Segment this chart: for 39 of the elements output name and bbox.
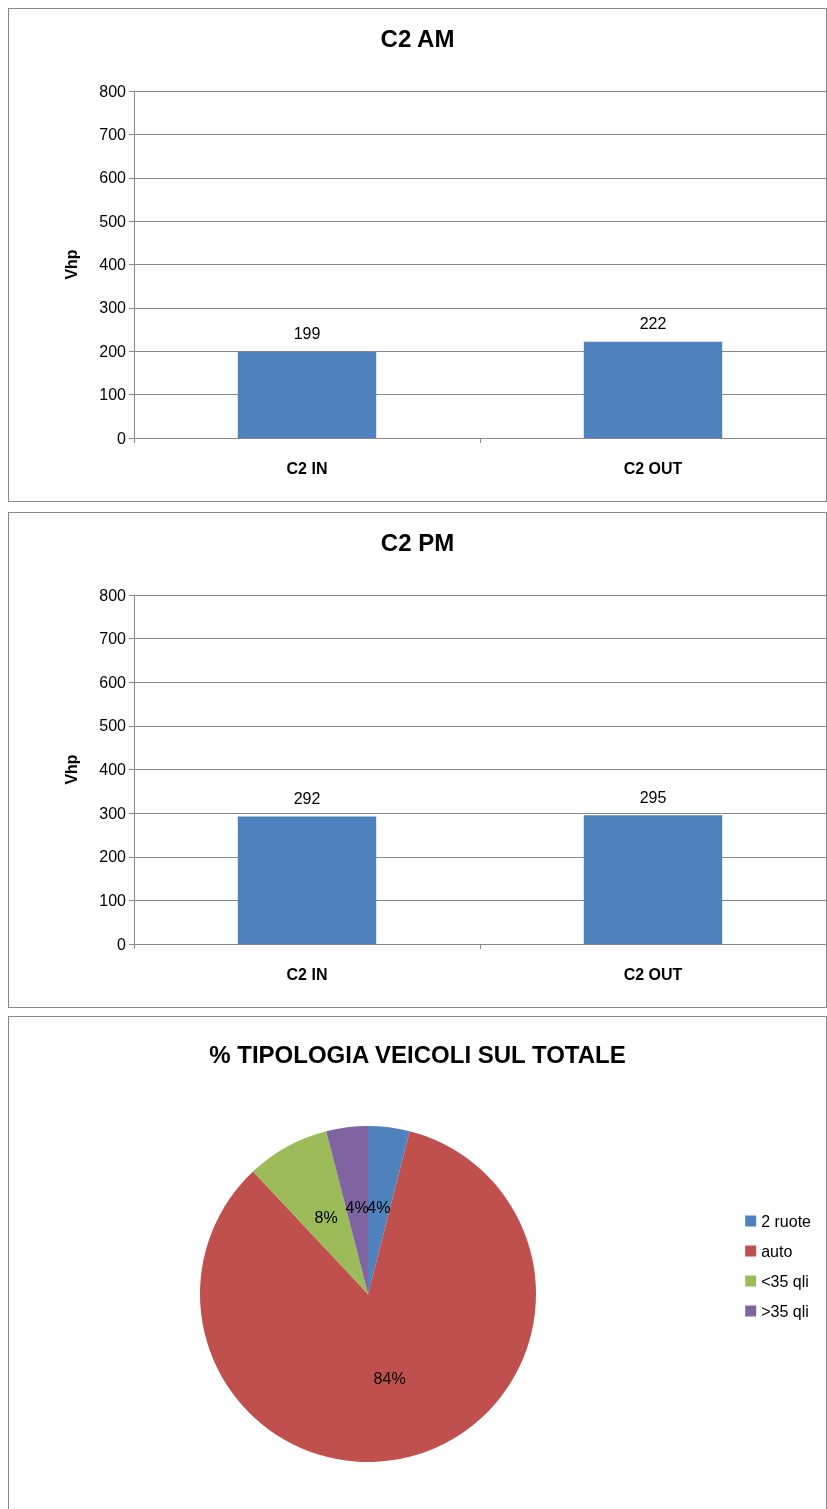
legend-label: <35 qli	[761, 1272, 809, 1290]
y-tick-label: 300	[99, 299, 127, 317]
y-axis-title: Vhp	[62, 754, 80, 785]
data-label: 292	[293, 790, 321, 808]
chart-title: C2 PM	[380, 528, 455, 556]
y-tick-label: 200	[99, 342, 127, 360]
y-tick-label: 200	[99, 848, 127, 866]
chart-title: C2 AM	[380, 24, 455, 52]
y-tick-label: 600	[99, 169, 127, 187]
y-tick-label: 600	[99, 673, 127, 691]
y-tick-label: 700	[99, 630, 127, 648]
y-tick-label: 0	[117, 429, 127, 447]
y-tick-label: 500	[99, 717, 127, 735]
y-tick-label: 100	[99, 386, 127, 404]
y-tick-label: 0	[117, 935, 127, 953]
legend-label: auto	[761, 1242, 793, 1260]
data-label: 4%	[345, 1199, 369, 1217]
y-tick-label: 300	[99, 804, 127, 822]
x-tick-label: C2 IN	[286, 459, 328, 477]
x-tick-label: C2 OUT	[623, 965, 683, 983]
x-tick-label: C2 IN	[286, 965, 328, 983]
y-axis-title: Vhp	[62, 249, 80, 280]
x-tick-label: C2 OUT	[623, 459, 683, 477]
y-tick-label: 400	[99, 761, 127, 778]
y-tick-label: 100	[99, 891, 127, 909]
data-label: 295	[639, 788, 667, 806]
y-tick-label: 400	[99, 256, 127, 273]
y-tick-label: 800	[99, 82, 127, 100]
data-label: 199	[293, 325, 321, 343]
y-tick-label: 800	[99, 586, 127, 604]
legend-label: 2 ruote	[761, 1212, 812, 1230]
data-label: 222	[639, 315, 667, 333]
legend-label: >35 qli	[761, 1302, 809, 1320]
y-tick-label: 700	[99, 125, 127, 143]
data-label: 84%	[373, 1369, 406, 1387]
data-label: 8%	[314, 1209, 338, 1227]
chart-title: % TIPOLOGIA VEICOLI SUL TOTALE	[209, 1040, 626, 1068]
y-tick-label: 500	[99, 212, 127, 230]
data-label: 4%	[367, 1199, 391, 1217]
